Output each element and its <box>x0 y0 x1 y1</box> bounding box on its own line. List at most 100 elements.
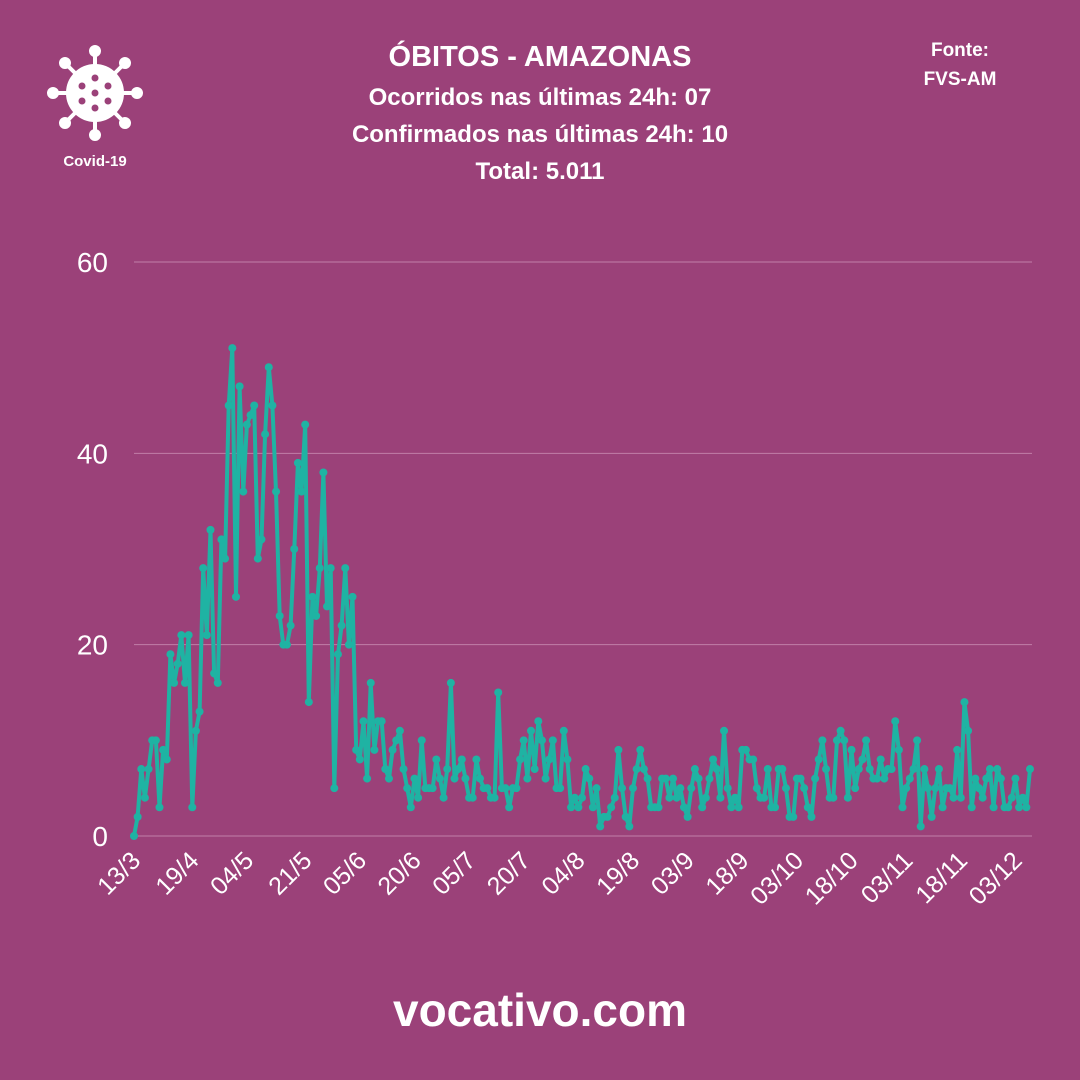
data-point <box>359 717 368 726</box>
data-point <box>341 564 350 573</box>
data-point <box>913 736 922 745</box>
data-point <box>355 755 364 764</box>
data-point <box>541 774 550 783</box>
data-point <box>548 736 557 745</box>
data-point <box>669 774 678 783</box>
data-point <box>985 765 994 774</box>
data-point <box>854 765 863 774</box>
data-point <box>978 793 987 802</box>
data-point <box>898 803 907 812</box>
data-point <box>312 611 321 620</box>
data-point <box>760 793 769 802</box>
data-point <box>687 784 696 793</box>
data-point <box>778 765 787 774</box>
data-point <box>1011 774 1020 783</box>
data-point <box>814 755 823 764</box>
data-point <box>472 755 481 764</box>
data-point <box>177 631 186 640</box>
data-point <box>847 745 856 754</box>
data-point <box>476 774 485 783</box>
data-point <box>435 774 444 783</box>
data-point <box>257 535 266 544</box>
data-point <box>272 487 281 496</box>
data-point <box>894 745 903 754</box>
data-point <box>993 765 1002 774</box>
data-point <box>625 822 634 831</box>
virus-icon <box>47 45 143 141</box>
data-point <box>1022 803 1031 812</box>
data-point <box>468 793 477 802</box>
data-point <box>705 774 714 783</box>
data-point <box>348 592 357 601</box>
data-point <box>712 765 721 774</box>
data-point <box>213 678 222 687</box>
data-point <box>159 745 168 754</box>
data-point <box>1004 803 1013 812</box>
data-point <box>337 621 346 630</box>
data-point <box>818 736 827 745</box>
data-point <box>661 774 670 783</box>
data-point <box>694 774 703 783</box>
data-point <box>905 774 914 783</box>
data-point <box>822 765 831 774</box>
data-point <box>490 793 499 802</box>
data-point <box>534 717 543 726</box>
data-point <box>443 765 452 774</box>
source-label: Fonte: <box>931 40 989 61</box>
subtitle: Total: 5.011 <box>476 158 605 185</box>
data-point <box>603 812 612 821</box>
subtitle: Ocorridos nas últimas 24h: 07 <box>369 84 712 111</box>
data-point <box>621 812 630 821</box>
data-point <box>960 698 969 707</box>
data-point <box>246 411 255 420</box>
y-tick-label: 40 <box>77 438 108 469</box>
data-point <box>1015 803 1024 812</box>
data-point <box>607 803 616 812</box>
data-point <box>384 774 393 783</box>
data-point <box>832 736 841 745</box>
data-point <box>672 793 681 802</box>
data-point <box>130 832 138 840</box>
data-point <box>632 765 641 774</box>
footer: vocativo.com <box>393 984 687 1036</box>
data-point <box>366 678 375 687</box>
data-point <box>643 774 652 783</box>
data-point <box>945 784 954 793</box>
data-point <box>902 784 911 793</box>
data-point <box>803 803 812 812</box>
data-point <box>461 774 470 783</box>
data-point <box>293 458 302 467</box>
data-point <box>730 793 739 802</box>
data-point <box>592 784 601 793</box>
data-point <box>567 803 576 812</box>
data-point <box>851 784 860 793</box>
data-point <box>563 755 572 764</box>
data-point <box>323 602 332 611</box>
data-point <box>763 765 772 774</box>
data-point <box>789 812 798 821</box>
data-point <box>971 774 980 783</box>
data-point <box>253 554 262 563</box>
data-point <box>304 698 313 707</box>
data-point <box>180 678 189 687</box>
data-point <box>862 736 871 745</box>
data-point <box>224 401 233 410</box>
data-point <box>887 765 896 774</box>
data-point <box>927 812 936 821</box>
data-point <box>545 755 554 764</box>
data-point <box>428 784 437 793</box>
data-point <box>938 803 947 812</box>
data-point <box>170 678 179 687</box>
data-point <box>628 784 637 793</box>
data-point <box>727 803 736 812</box>
data-point <box>494 688 503 697</box>
data-point <box>315 564 324 573</box>
data-point <box>614 745 623 754</box>
data-point <box>144 765 153 774</box>
data-point <box>836 726 845 735</box>
data-point <box>330 784 339 793</box>
data-point <box>446 678 455 687</box>
data-point <box>796 774 805 783</box>
data-point <box>388 745 397 754</box>
